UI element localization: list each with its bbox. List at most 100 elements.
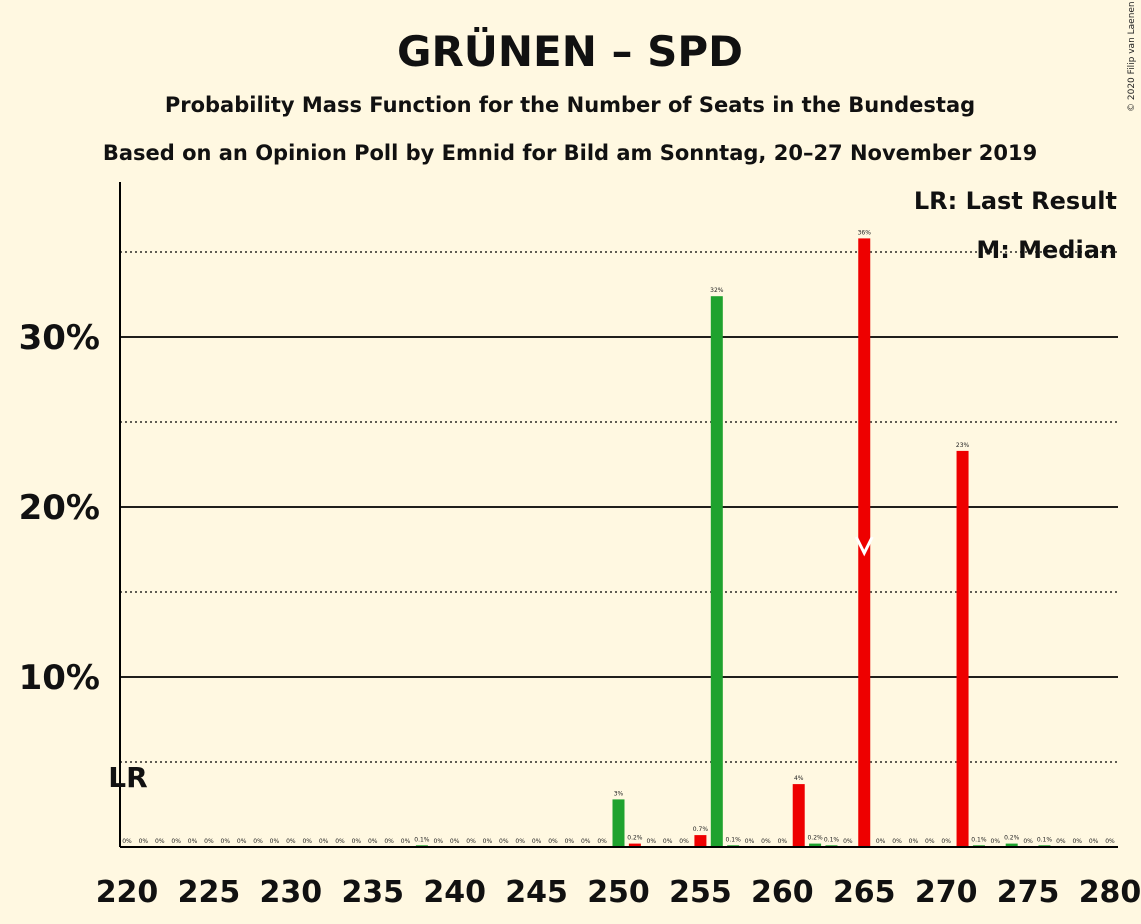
bar-value-label: 0% [909,838,919,845]
markers [854,536,874,557]
bar [1005,843,1018,847]
bar-value-label: 32% [710,287,724,294]
bar-value-label: 3% [614,790,624,797]
bar [809,843,822,847]
bar-value-label: 0.1% [414,836,430,843]
bar-value-label: 0% [1056,838,1066,845]
bar-value-label: 0% [155,838,165,845]
bar-value-label: 0% [597,838,607,845]
bar-value-label: 0% [499,838,509,845]
bar-value-label: 0.2% [807,835,823,842]
bar-value-label: 0% [1089,838,1099,845]
bar-value-label: 0% [335,838,345,845]
bar-value-label: 0% [843,838,853,845]
bar-value-label: 0.1% [971,836,987,843]
bar-value-label: 0% [761,838,771,845]
bars [415,238,1051,847]
bar-value-label: 0% [253,838,263,845]
bar-value-label: 0.2% [1004,835,1020,842]
bar [710,296,723,847]
chart-subtitle: Probability Mass Function for the Number… [165,93,975,117]
x-tick-label: 220 [96,875,159,910]
bar [694,835,707,847]
x-tick-label: 260 [751,875,814,910]
bar-value-label: 0% [221,838,231,845]
bar-value-label: 0% [778,838,788,845]
axes: 220 225 230 235 240 245 250 255 260 265 270 275 280 [96,182,1141,910]
x-tick-label: 225 [178,875,241,910]
bar-value-label: 0% [565,838,575,845]
x-tick-label: 250 [587,875,650,910]
bar [792,784,805,847]
x-tick-label: 270 [915,875,978,910]
x-tick-label: 265 [833,875,896,910]
bar-value-label: 0% [434,838,444,845]
bar-value-label: 0% [1023,838,1033,845]
bar-value-label: 0% [204,838,214,845]
y-tick-label: 20% [19,488,100,528]
bar-value-label: 0% [745,838,755,845]
x-tick-label: 280 [1079,875,1141,910]
bar-value-label: 0% [663,838,673,845]
bar-value-label: 0.1% [824,836,840,843]
bar-value-label: 0% [384,838,394,845]
bar-value-label: 36% [858,229,872,236]
x-tick-label: 245 [505,875,568,910]
bar-value-label: 0% [188,838,198,845]
copyright-text: © 2020 Filip van Laenen [1127,1,1137,112]
bar-value-label: 0% [581,838,591,845]
bar-value-label: 0% [679,838,689,845]
bar-value-label: 23% [956,442,970,449]
y-tick-label: 10% [19,658,100,698]
y-tick-label: 30% [19,318,100,358]
bar-value-label: 0% [352,838,362,845]
legend-last-result: LR: Last Result [914,187,1117,215]
bar-value-label: 0% [941,838,951,845]
bar-value-label: 0% [483,838,493,845]
bar-value-label: 0.1% [726,836,742,843]
bar-value-label: 0% [139,838,149,845]
bar-value-label: 0% [270,838,280,845]
bar [628,843,641,847]
gridlines: 10% 20% 30% [19,251,1118,763]
bar-value-label: 0% [548,838,558,845]
bar-value-label: 0% [237,838,247,845]
bar-value-label: 0.7% [693,826,709,833]
bar-value-label: 0% [892,838,902,845]
x-tick-label: 240 [423,875,486,910]
bar-value-label: 0% [302,838,312,845]
bar-value-label: 0% [925,838,935,845]
bar-value-label: 0.1% [1037,836,1053,843]
bar-value-label: 0% [466,838,476,845]
bar-value-label: 0% [401,838,411,845]
bar [956,450,969,847]
chart-subtitle-source: Based on an Opinion Poll by Emnid for Bi… [103,141,1037,165]
median-marker [854,536,874,557]
bar-value-label: 0% [991,838,1001,845]
bar-value-label: 0% [532,838,542,845]
bar-value-label: 0% [647,838,657,845]
bar-value-label: 0% [368,838,378,845]
bar-value-label: 0% [1072,838,1082,845]
bar [612,799,625,847]
last-result-marker: LR [108,761,147,794]
x-tick-label: 235 [341,875,404,910]
x-tick-label: 255 [669,875,732,910]
bar-value-label: 4% [794,775,804,782]
bar-value-label: 0% [171,838,181,845]
bar-value-label: 0.2% [627,835,643,842]
bar-value-label: 0% [122,838,132,845]
bar-value-label: 0% [876,838,886,845]
chart-title: GRÜNEN – SPD [397,26,743,76]
bar-labels: 0% 0% 0% 0% 0% 0% 0% 0% 0% 0% 0% 0% 0% 0% 0% 0% 0% 0% 0.1%… [122,229,1115,845]
bar-value-label: 0% [450,838,460,845]
bar-value-label: 0% [286,838,296,845]
x-tick-label: 275 [997,875,1060,910]
bar [858,238,871,847]
x-tick-label: 230 [260,875,323,910]
bar-value-label: 0% [515,838,525,845]
bar-value-label: 0% [319,838,329,845]
legend-median: M: Median [976,236,1117,264]
bar-value-label: 0% [1105,838,1115,845]
